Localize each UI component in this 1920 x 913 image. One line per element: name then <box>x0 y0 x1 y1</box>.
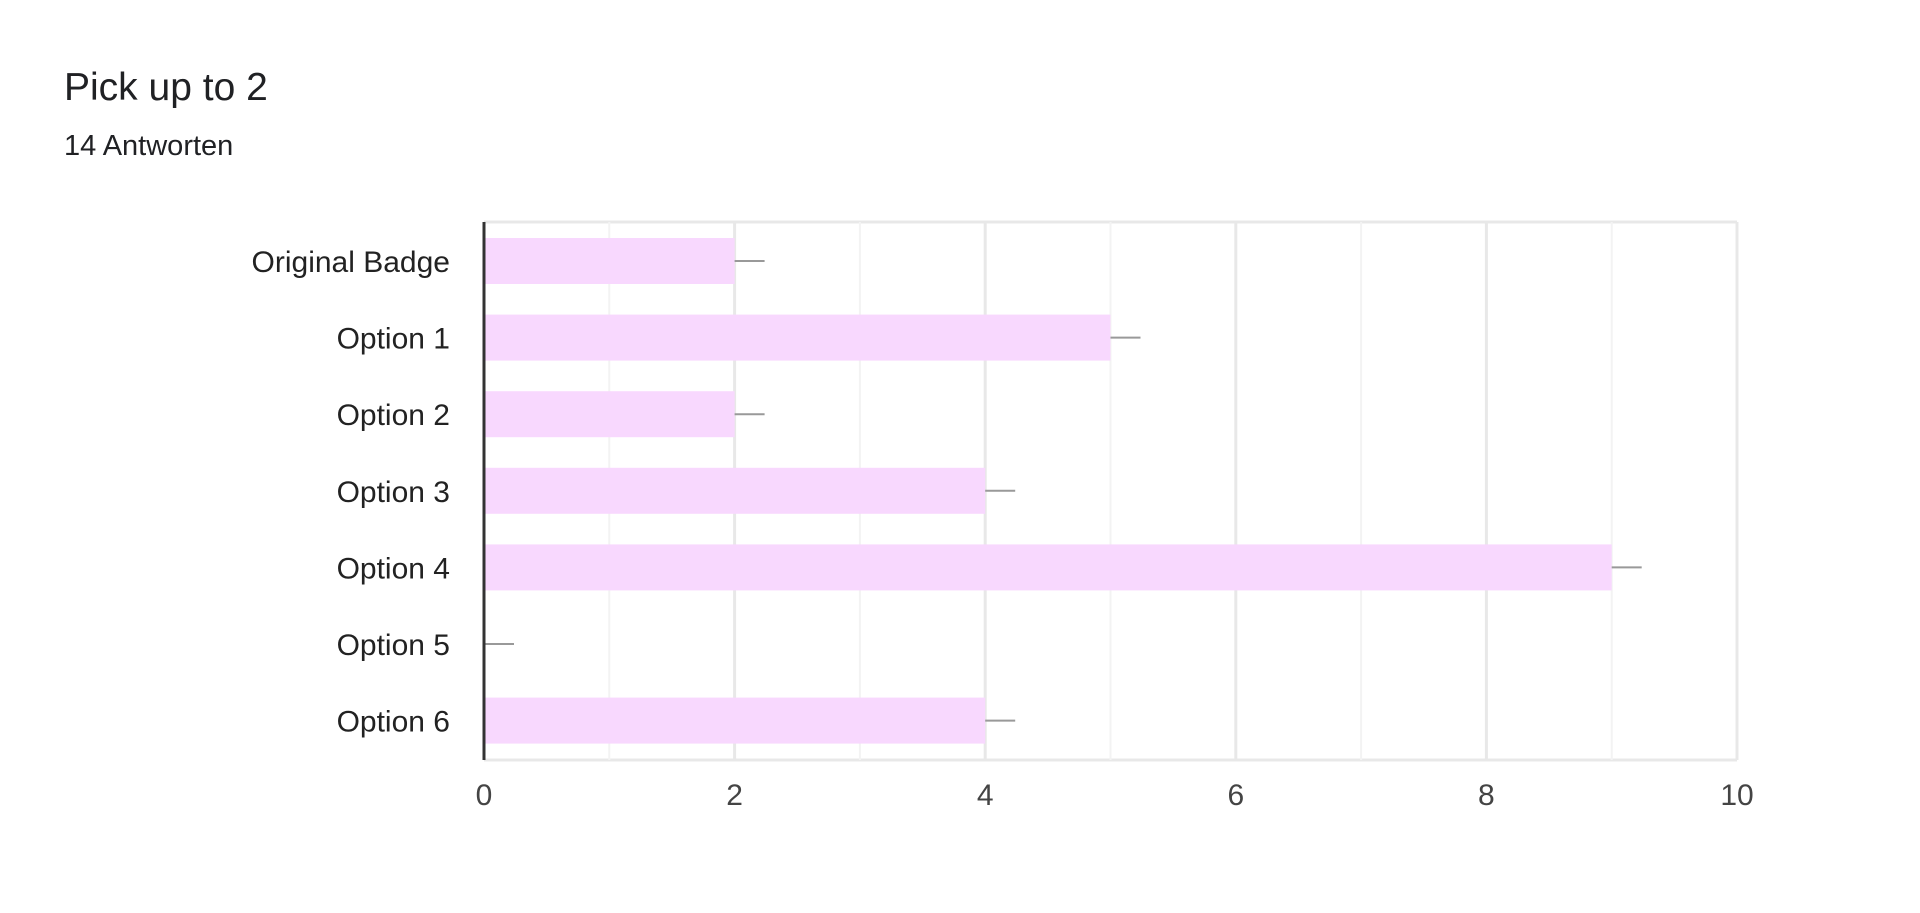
category-label: Original Badge <box>252 246 450 279</box>
x-tick-label: 0 <box>476 779 493 812</box>
response-count: 14 Antworten <box>64 130 234 162</box>
x-tick-label: 8 <box>1478 779 1495 812</box>
label-layer: Original Badge Option 1 Option 2 Option 3 Op… <box>252 246 1754 812</box>
category-label: Option 2 <box>337 399 450 432</box>
category-label: Option 5 <box>337 629 450 662</box>
grid-layer <box>484 220 1739 762</box>
bar[interactable] <box>484 697 986 744</box>
category-label: Option 3 <box>337 476 450 509</box>
bar[interactable] <box>484 467 986 514</box>
category-label: Option 1 <box>337 323 450 356</box>
bar[interactable] <box>484 238 735 284</box>
x-tick-label: 4 <box>977 779 994 812</box>
x-tick-label: 10 <box>1720 779 1753 812</box>
bar-layer <box>484 238 1642 744</box>
x-tick-label: 2 <box>726 779 743 812</box>
bar[interactable] <box>484 391 735 438</box>
bar[interactable] <box>484 544 1612 591</box>
category-label: Option 4 <box>337 552 450 585</box>
x-tick-label: 6 <box>1227 779 1244 812</box>
bar[interactable] <box>484 314 1111 361</box>
chart-title: Pick up to 2 <box>64 66 268 109</box>
category-label: Option 6 <box>337 706 450 739</box>
